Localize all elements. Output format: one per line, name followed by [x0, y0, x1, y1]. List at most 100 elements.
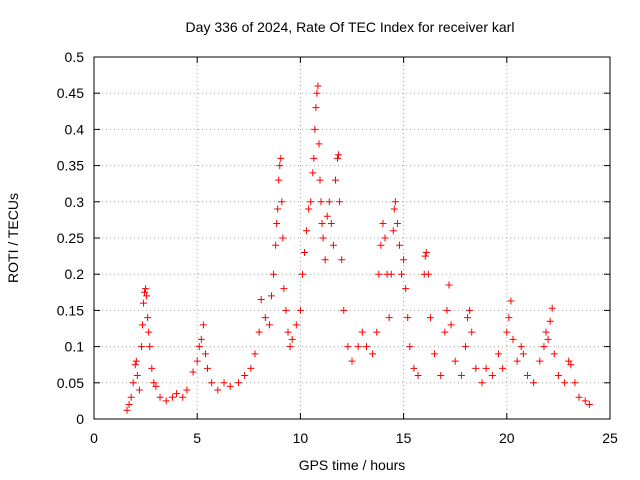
data-point: [393, 220, 401, 228]
data-point: [144, 314, 152, 322]
data-point: [292, 321, 300, 329]
data-point: [284, 328, 292, 336]
data-point: [519, 350, 527, 358]
data-point: [422, 248, 430, 256]
data-point: [451, 357, 459, 365]
data-point: [279, 234, 287, 242]
data-point: [406, 343, 414, 351]
x-tick-label: 15: [396, 430, 412, 446]
data-point: [261, 314, 269, 322]
data-point: [276, 162, 284, 170]
data-point: [445, 281, 453, 289]
data-point: [513, 357, 521, 365]
data-point: [517, 343, 525, 351]
data-point: [195, 343, 203, 351]
data-point: [296, 306, 304, 314]
data-point: [468, 328, 476, 336]
data-point: [132, 357, 140, 365]
data-point: [398, 270, 406, 278]
data-point: [321, 256, 329, 264]
data-point: [387, 270, 395, 278]
data-point: [373, 328, 381, 336]
y-tick-label: 0.05: [57, 375, 84, 391]
data-point: [204, 364, 212, 372]
data-point: [137, 343, 145, 351]
data-point: [226, 382, 234, 390]
data-point: [540, 343, 548, 351]
data-point: [303, 227, 311, 235]
data-point: [530, 379, 538, 387]
data-point: [150, 379, 158, 387]
y-axis-label: ROTI / TECUs: [5, 193, 21, 283]
data-point: [282, 306, 290, 314]
data-point: [272, 241, 280, 249]
data-point: [482, 364, 490, 372]
data-point: [135, 386, 143, 394]
y-tick-label: 0: [76, 411, 84, 427]
data-point: [257, 296, 265, 304]
data-point: [344, 343, 352, 351]
data-point: [385, 314, 393, 322]
data-point: [495, 350, 503, 358]
data-point: [327, 220, 335, 228]
data-point: [313, 89, 321, 97]
data-point: [336, 198, 344, 206]
y-tick-label: 0.25: [57, 230, 84, 246]
data-point: [274, 205, 282, 213]
data-point: [319, 234, 327, 242]
data-point: [340, 306, 348, 314]
x-tick-label: 5: [193, 430, 201, 446]
data-point: [544, 335, 552, 343]
data-point: [146, 343, 154, 351]
data-point: [277, 154, 285, 162]
data-point: [421, 252, 429, 260]
data-point: [457, 372, 465, 380]
data-point: [447, 321, 455, 329]
data-point: [278, 198, 286, 206]
data-point: [377, 241, 385, 249]
data-point: [316, 176, 324, 184]
data-point: [139, 321, 147, 329]
data-point: [241, 372, 249, 380]
x-tick-labels: 0 5 10 15 20 25: [90, 430, 618, 446]
data-point: [311, 125, 319, 133]
data-point: [375, 270, 383, 278]
data-point: [507, 297, 515, 305]
y-tick-label: 0.4: [65, 121, 85, 137]
data-point: [331, 176, 339, 184]
data-point: [542, 328, 550, 336]
chart-title: Day 336 of 2024, Rate Of TEC Index for r…: [186, 19, 515, 35]
data-point: [581, 397, 589, 405]
data-point: [414, 372, 422, 380]
data-point: [189, 368, 197, 376]
data-point: [131, 361, 139, 369]
x-tick-label: 0: [90, 430, 98, 446]
data-point: [317, 198, 325, 206]
y-tick-label: 0.2: [65, 266, 85, 282]
data-point: [273, 220, 281, 228]
data-point: [466, 306, 474, 314]
y-tick-labels: 0 0.05 0.1 0.15 0.2 0.25 0.3 0.35 0.4 0.45 0.5: [57, 49, 84, 427]
data-point: [369, 350, 377, 358]
data-point: [199, 321, 207, 329]
data-point: [288, 335, 296, 343]
data-point: [571, 379, 579, 387]
data-point: [318, 220, 326, 228]
data-point: [141, 288, 149, 296]
data-point: [325, 198, 333, 206]
data-point: [488, 372, 496, 380]
data-point: [329, 241, 337, 249]
data-point: [255, 328, 263, 336]
x-tick-label: 25: [602, 430, 618, 446]
data-point: [323, 212, 331, 220]
data-point: [125, 401, 133, 409]
data-point: [265, 321, 273, 329]
data-point: [307, 198, 315, 206]
data-point: [499, 364, 507, 372]
data-point: [309, 169, 317, 177]
data-point: [546, 317, 554, 325]
data-point: [156, 393, 164, 401]
data-point: [334, 154, 342, 162]
